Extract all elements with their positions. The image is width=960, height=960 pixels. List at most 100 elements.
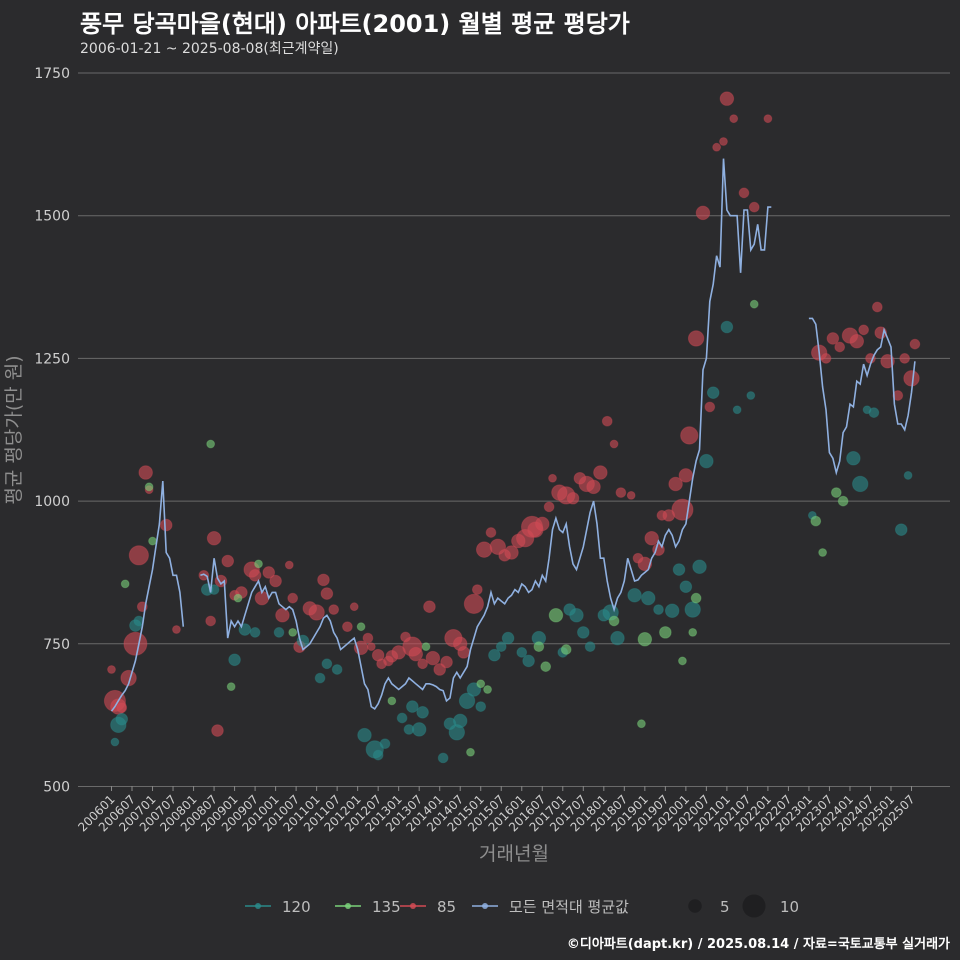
bubble-85-111 bbox=[892, 390, 904, 401]
bubble-120-32 bbox=[495, 641, 507, 653]
bubble-85-82 bbox=[644, 530, 659, 546]
line-layer bbox=[110, 158, 916, 712]
bubble-120-22 bbox=[411, 722, 427, 737]
bubble-85-57 bbox=[475, 541, 493, 558]
bubble-120-17 bbox=[372, 749, 384, 761]
bubble-85-75 bbox=[593, 465, 608, 480]
legend-size-label-1: 10 bbox=[780, 898, 799, 916]
legend-size-label-0: 5 bbox=[720, 898, 730, 916]
bubble-135-25 bbox=[749, 299, 759, 309]
bubble-120-60 bbox=[852, 475, 869, 493]
bubble-85-55 bbox=[463, 593, 484, 614]
bubble-85-12 bbox=[198, 569, 210, 581]
bubble-120-39 bbox=[569, 608, 584, 623]
chart-subtitle: 2006-01-21 ~ 2025-08-08(최근계약일) bbox=[80, 41, 339, 57]
bubble-120-23 bbox=[416, 705, 429, 719]
bubble-85-78 bbox=[615, 487, 627, 498]
bubble-120-52 bbox=[692, 559, 707, 574]
bubble-120-12 bbox=[314, 672, 326, 684]
bubble-85-46 bbox=[408, 646, 424, 662]
bubble-120-45 bbox=[627, 588, 642, 603]
bubble-120-28 bbox=[458, 692, 476, 710]
bubble-85-21 bbox=[248, 569, 262, 582]
legend-label-1: 135 bbox=[372, 898, 401, 916]
y-tick-500: 500 bbox=[43, 780, 70, 796]
bubble-85-49 bbox=[425, 650, 441, 666]
bubble-135-21 bbox=[659, 626, 672, 639]
bubble-120-31 bbox=[488, 648, 501, 662]
bubble-120-64 bbox=[903, 471, 913, 480]
bubble-120-40 bbox=[576, 626, 590, 639]
legend-key-dot-3 bbox=[482, 903, 488, 909]
bubble-85-91 bbox=[695, 205, 711, 221]
bubble-120-29 bbox=[466, 682, 482, 697]
bubble-85-47 bbox=[417, 658, 428, 670]
bubble-120-9 bbox=[249, 627, 261, 638]
bubble-120-46 bbox=[641, 590, 656, 606]
bubble-85-99 bbox=[763, 114, 773, 124]
bubble-85-27 bbox=[287, 592, 299, 604]
bubble-135-4 bbox=[226, 682, 236, 692]
bubble-120-63 bbox=[894, 523, 908, 536]
bubble-85-71 bbox=[566, 491, 580, 505]
legend: 120 135 85 모든 면적대 평균값 5 10 bbox=[245, 894, 799, 918]
bubble-85-33 bbox=[328, 604, 340, 615]
bubble-135-10 bbox=[421, 642, 431, 652]
bubble-85-88 bbox=[678, 468, 694, 483]
legend-key-dot-2 bbox=[410, 903, 416, 909]
bubble-120-2 bbox=[115, 712, 129, 726]
bubble-135-1 bbox=[144, 482, 154, 492]
bubble-85-56 bbox=[471, 584, 483, 595]
bubble-85-89 bbox=[680, 426, 699, 445]
bubble-85-113 bbox=[903, 370, 920, 387]
bubble-120-15 bbox=[357, 727, 372, 743]
bubble-85-61 bbox=[504, 545, 519, 560]
bubble-135-15 bbox=[540, 661, 552, 672]
bubble-85-31 bbox=[317, 573, 330, 587]
bubble-120-47 bbox=[653, 604, 664, 615]
bubble-120-18 bbox=[379, 738, 391, 750]
bubble-120-53 bbox=[699, 453, 714, 469]
bubble-135-26 bbox=[810, 515, 822, 527]
bubble-135-2 bbox=[148, 536, 157, 546]
bubble-85-0 bbox=[107, 665, 116, 674]
bubble-135-22 bbox=[678, 656, 687, 666]
bubble-120-56 bbox=[732, 405, 742, 415]
bubble-85-74 bbox=[586, 479, 601, 495]
y-axis-title: 평균 평당가(만 원) bbox=[3, 355, 25, 504]
bubble-85-23 bbox=[262, 566, 276, 579]
bubble-85-24 bbox=[269, 574, 282, 588]
bubble-85-96 bbox=[729, 114, 739, 124]
bubble-135-27 bbox=[818, 548, 828, 557]
bubble-85-58 bbox=[485, 527, 497, 538]
bubble-120-49 bbox=[672, 563, 686, 576]
bubble-85-102 bbox=[826, 332, 840, 345]
bubble-120-27 bbox=[452, 713, 468, 729]
bubble-85-4 bbox=[120, 669, 137, 687]
bubble-135-11 bbox=[466, 747, 475, 757]
bubble-85-35 bbox=[349, 602, 359, 612]
y-tick-1250: 1250 bbox=[34, 351, 70, 367]
bubble-85-68 bbox=[548, 473, 557, 483]
y-tick-1750: 1750 bbox=[34, 66, 70, 82]
grid-lines bbox=[78, 72, 950, 787]
source-caption: ©디아파트(dapt.kr) / 2025.08.14 / 자료=국토교통부 실… bbox=[566, 937, 950, 952]
bubble-135-17 bbox=[560, 644, 572, 655]
bubble-120-14 bbox=[331, 664, 343, 675]
bubble-135-6 bbox=[254, 559, 263, 569]
bubble-85-79 bbox=[626, 490, 636, 500]
legend-size-dot-1 bbox=[742, 894, 766, 918]
legend-label-2: 85 bbox=[437, 898, 456, 916]
bubble-120-48 bbox=[664, 603, 680, 618]
legend-label-3: 모든 면적대 평균값 bbox=[509, 898, 629, 916]
bubble-85-90 bbox=[687, 330, 705, 347]
bubble-85-92 bbox=[704, 401, 716, 413]
bubble-85-114 bbox=[909, 338, 921, 350]
bubble-135-8 bbox=[356, 622, 366, 632]
bubble-85-3 bbox=[116, 702, 128, 714]
bubble-85-13 bbox=[205, 615, 216, 627]
bubble-120-19 bbox=[396, 712, 408, 724]
bubble-120-33 bbox=[501, 631, 515, 645]
bubble-85-101 bbox=[820, 353, 832, 364]
legend-size-dot-0 bbox=[688, 899, 702, 913]
